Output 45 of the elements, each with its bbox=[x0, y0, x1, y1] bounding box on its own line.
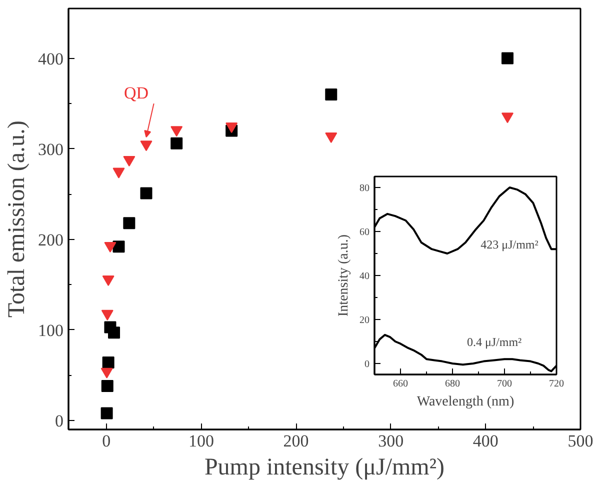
point bbox=[104, 242, 116, 253]
x-tick-label: 660 bbox=[393, 378, 408, 390]
point bbox=[226, 122, 238, 134]
point bbox=[123, 217, 136, 230]
point bbox=[325, 132, 338, 144]
y-axis-title: Intensity (a.u.) bbox=[336, 234, 352, 317]
point bbox=[112, 240, 125, 253]
point bbox=[100, 368, 113, 378]
x-tick-label: 0 bbox=[102, 432, 111, 450]
series-label: 0.4 μJ/mm² bbox=[466, 335, 522, 350]
x-tick-label: 400 bbox=[472, 432, 498, 450]
point bbox=[123, 156, 136, 167]
y-tick-label: 40 bbox=[360, 271, 370, 282]
y-tick-label: 400 bbox=[38, 49, 64, 68]
y-axis-title: Total emission (a.u.) bbox=[4, 120, 30, 318]
y-tick-label: 60 bbox=[360, 227, 370, 238]
point bbox=[501, 112, 514, 124]
point bbox=[101, 310, 114, 320]
x-tick-label: 200 bbox=[283, 432, 309, 450]
x-tick-label: 300 bbox=[378, 432, 404, 450]
y-tick-label: 100 bbox=[38, 320, 64, 340]
series-label: 423 μJ/mm² bbox=[480, 238, 539, 252]
point bbox=[101, 380, 114, 392]
x-tick-label: 720 bbox=[549, 378, 564, 390]
point bbox=[102, 276, 114, 286]
y-tick-label: 0 bbox=[55, 411, 64, 430]
x-tick-label: 680 bbox=[445, 378, 460, 390]
x-tick-label: 700 bbox=[497, 378, 512, 390]
annotation: QD bbox=[124, 83, 149, 102]
point bbox=[100, 407, 113, 420]
point bbox=[170, 126, 183, 137]
point bbox=[102, 356, 114, 368]
y-tick-label: 80 bbox=[360, 183, 370, 194]
x-tick-label: 100 bbox=[188, 432, 214, 450]
point bbox=[140, 140, 152, 152]
x-axis-title: Pump intensity (μJ/mm²) bbox=[204, 454, 445, 480]
point bbox=[140, 187, 152, 200]
point bbox=[108, 326, 120, 339]
y-tick-label: 300 bbox=[38, 140, 64, 159]
y-tick-label: 0 bbox=[364, 359, 370, 370]
x-axis-title: Wavelength (nm) bbox=[416, 394, 514, 410]
x-tick-label: 500 bbox=[568, 432, 594, 450]
point bbox=[112, 168, 125, 178]
y-tick-label: 200 bbox=[38, 230, 64, 250]
y-tick-label: 20 bbox=[360, 315, 370, 326]
